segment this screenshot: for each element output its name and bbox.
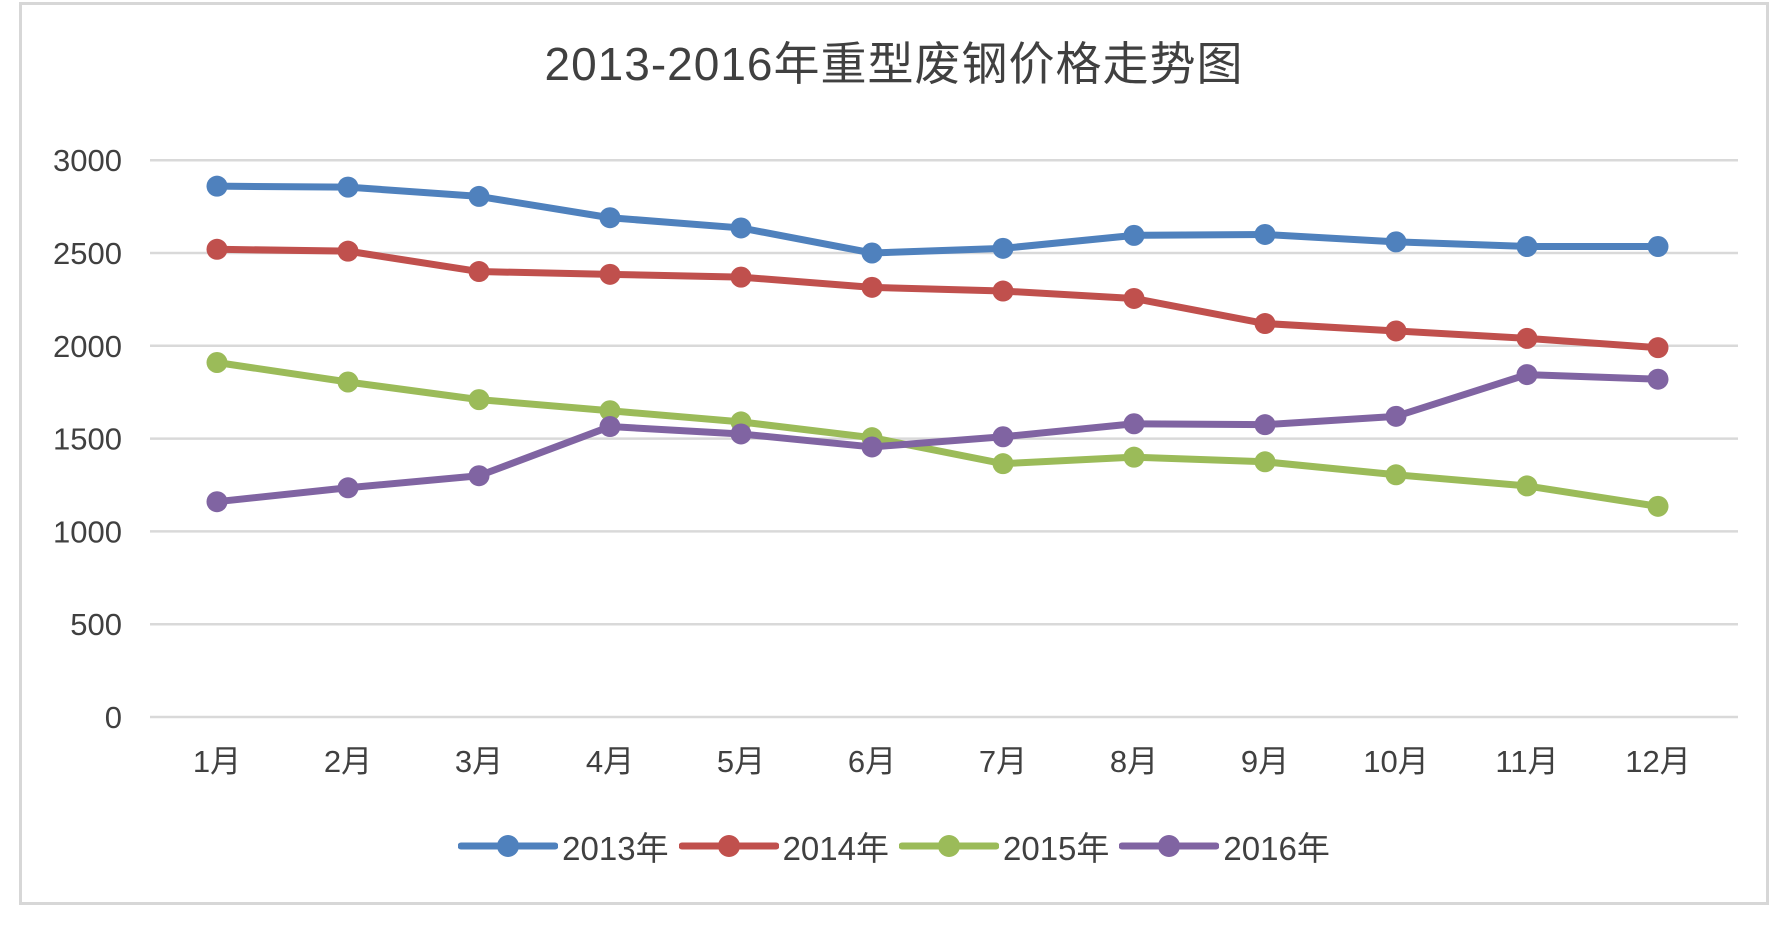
series-line-2013年 xyxy=(213,182,1662,257)
x-axis-tick-label: 9月 xyxy=(1241,744,1289,779)
x-axis-tick-label: 12月 xyxy=(1625,744,1690,779)
data-point-marker xyxy=(1254,313,1276,335)
data-point-marker xyxy=(992,280,1014,302)
legend-marker-icon xyxy=(1119,835,1220,857)
axis-labels: 0 500 1000 1500 2000 2500 3000 1月 2月 3月 4月 5月 6月 7月 8月… xyxy=(53,143,1691,779)
y-axis-tick-label: 2000 xyxy=(53,329,122,364)
data-point-marker xyxy=(468,185,490,207)
data-point-marker xyxy=(599,400,621,422)
series-line-2015年 xyxy=(213,359,1662,510)
data-point-marker xyxy=(206,175,228,197)
x-axis-tick-label: 11月 xyxy=(1495,744,1558,779)
y-axis-tick-label: 500 xyxy=(70,607,122,642)
data-point-marker xyxy=(468,261,490,283)
data-point-marker xyxy=(1123,224,1145,246)
data-point-marker xyxy=(992,453,1014,475)
data-point-marker xyxy=(1516,364,1538,386)
data-point-marker xyxy=(1516,475,1538,497)
x-axis-tick-label: 7月 xyxy=(979,744,1027,779)
data-point-marker xyxy=(468,465,490,487)
data-point-marker xyxy=(337,477,359,499)
data-point-marker xyxy=(337,240,359,262)
data-point-marker xyxy=(730,217,752,239)
legend-marker-icon xyxy=(678,835,779,857)
x-axis-tick-label: 3月 xyxy=(455,744,503,779)
data-point-marker xyxy=(337,176,359,198)
data-point-marker xyxy=(730,266,752,288)
data-point-marker xyxy=(1516,236,1538,258)
data-point-marker xyxy=(1123,413,1145,435)
data-point-marker xyxy=(1123,446,1145,468)
legend-item-2014年: 2014年 xyxy=(678,822,889,870)
legend-item-2013年: 2013年 xyxy=(458,822,669,870)
x-axis-tick-label: 1月 xyxy=(193,744,241,779)
legend-item-label: 2014年 xyxy=(782,830,889,867)
x-axis-tick-label: 4月 xyxy=(586,744,634,779)
chart-title: 2013-2016年重型废钢价格走势图 xyxy=(544,38,1244,90)
legend-item-2016年: 2016年 xyxy=(1119,822,1330,870)
data-point-marker xyxy=(1385,231,1407,253)
data-point-marker xyxy=(992,237,1014,259)
data-point-marker xyxy=(206,352,228,374)
y-axis-tick-label: 0 xyxy=(105,700,122,735)
y-axis-tick-label: 2500 xyxy=(53,236,122,271)
data-point-marker xyxy=(599,416,621,438)
legend-item-label: 2015年 xyxy=(1003,830,1110,867)
data-point-marker xyxy=(206,491,228,513)
data-point-marker xyxy=(1254,223,1276,245)
data-point-marker xyxy=(1647,236,1669,258)
x-axis-tick-label: 5月 xyxy=(717,744,765,779)
series-line-2016年 xyxy=(213,371,1662,506)
data-point-marker xyxy=(468,389,490,411)
x-axis-tick-label: 2月 xyxy=(324,744,372,779)
series-line-2014年 xyxy=(213,245,1662,352)
legend-item-2015年: 2015年 xyxy=(899,822,1109,870)
data-point-marker xyxy=(206,238,228,260)
y-axis-tick-label: 3000 xyxy=(53,143,122,178)
legend: 2013年 2014年 2015年 2016年 xyxy=(0,822,1788,870)
data-point-marker xyxy=(1647,368,1669,390)
data-point-marker xyxy=(1516,327,1538,349)
data-point-marker xyxy=(1385,320,1407,342)
data-point-marker xyxy=(861,276,883,298)
data-point-marker xyxy=(599,263,621,285)
data-point-marker xyxy=(1254,414,1276,436)
data-point-marker xyxy=(1254,451,1276,473)
data-point-marker xyxy=(861,436,883,458)
data-point-marker xyxy=(1647,495,1669,517)
x-axis-tick-label: 8月 xyxy=(1110,744,1158,779)
y-axis-tick-label: 1500 xyxy=(53,422,122,457)
data-point-marker xyxy=(337,371,359,393)
x-axis-tick-label: 6月 xyxy=(848,744,896,779)
legend-marker-icon xyxy=(458,835,559,857)
data-point-marker xyxy=(1385,405,1407,427)
data-point-marker xyxy=(1647,337,1669,359)
chart-frame xyxy=(19,2,1769,905)
legend-marker-icon xyxy=(899,835,999,857)
y-axis-tick-label: 1000 xyxy=(53,514,122,549)
legend-item-label: 2013年 xyxy=(562,830,669,867)
data-point-marker xyxy=(861,242,883,264)
data-point-marker xyxy=(1123,287,1145,309)
series-lines xyxy=(206,175,1669,517)
x-axis-tick-label: 10月 xyxy=(1363,744,1428,779)
data-point-marker xyxy=(599,207,621,229)
legend-item-label: 2016年 xyxy=(1223,830,1330,867)
data-point-marker xyxy=(730,423,752,445)
data-point-marker xyxy=(1385,464,1407,486)
data-point-marker xyxy=(992,426,1014,448)
